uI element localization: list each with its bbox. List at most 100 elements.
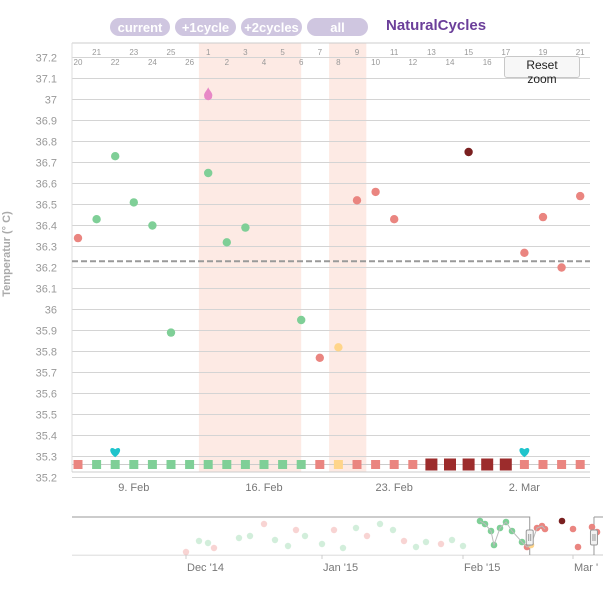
day-number-label: 7 bbox=[318, 48, 323, 57]
x-tick-label: 2. Mar bbox=[509, 482, 541, 494]
day-status-square[interactable] bbox=[92, 460, 102, 469]
temperature-point[interactable] bbox=[315, 353, 324, 362]
all-cycles-button[interactable]: all bbox=[307, 18, 368, 36]
day-number-label: 6 bbox=[299, 58, 304, 67]
day-status-square[interactable] bbox=[296, 460, 306, 469]
navigator-mini-point bbox=[352, 524, 360, 532]
reset-zoom-button[interactable]: Reset zoom bbox=[504, 56, 580, 86]
day-status-square[interactable] bbox=[538, 460, 548, 469]
navigator-mini-line bbox=[479, 520, 546, 548]
navigator-handle-left[interactable] bbox=[525, 529, 534, 546]
day-status-square[interactable] bbox=[557, 460, 567, 469]
y-tick-label: 37.2 bbox=[36, 53, 57, 65]
day-status-square[interactable] bbox=[444, 458, 456, 471]
day-status-square[interactable] bbox=[499, 458, 512, 471]
period-bands bbox=[198, 43, 367, 472]
temperature-point[interactable] bbox=[538, 212, 548, 222]
day-status-square[interactable] bbox=[481, 458, 494, 471]
day-number-label: 14 bbox=[446, 58, 455, 67]
temperature-point[interactable] bbox=[334, 343, 343, 352]
day-number-label: 24 bbox=[148, 58, 157, 67]
drop-icon bbox=[204, 87, 213, 101]
temperature-point[interactable] bbox=[352, 196, 362, 205]
day-status-square[interactable] bbox=[425, 458, 438, 471]
range-navigator: Dec '14 Jan '15 Feb '15 Mar ' bbox=[72, 516, 603, 574]
temperature-point[interactable] bbox=[520, 248, 529, 257]
navigator-mini-point bbox=[204, 539, 212, 547]
temperature-point[interactable] bbox=[166, 328, 176, 337]
intercourse-hearts bbox=[110, 448, 530, 458]
temperature-point[interactable] bbox=[129, 198, 138, 207]
temperature-point[interactable] bbox=[464, 147, 473, 157]
day-status-square[interactable] bbox=[203, 460, 213, 469]
day-status-square[interactable] bbox=[166, 460, 176, 469]
day-number-label: 2 bbox=[225, 58, 230, 67]
day-status-square[interactable] bbox=[147, 460, 157, 469]
day-status-square[interactable] bbox=[333, 460, 343, 469]
temperature-point[interactable] bbox=[371, 187, 380, 197]
brand-title: NaturalCycles bbox=[386, 17, 487, 34]
y-tick-label: 35.2 bbox=[36, 473, 57, 485]
temperature-point[interactable] bbox=[557, 263, 566, 272]
day-number-label: 20 bbox=[74, 58, 83, 67]
day-status-squares bbox=[72, 458, 590, 471]
navigator-date-label: Mar ' bbox=[574, 562, 598, 574]
day-status-square[interactable] bbox=[222, 460, 232, 469]
y-tick-label: 35.7 bbox=[36, 368, 57, 380]
day-number-label: 21 bbox=[92, 48, 101, 57]
day-status-square[interactable] bbox=[389, 460, 399, 469]
day-number-label: 9 bbox=[355, 48, 360, 57]
temperature-point[interactable] bbox=[111, 152, 120, 161]
day-status-square[interactable] bbox=[185, 460, 195, 469]
day-status-square[interactable] bbox=[519, 460, 529, 469]
day-number-label: 12 bbox=[408, 58, 417, 67]
grid-lines bbox=[71, 42, 590, 478]
y-tick-label: 37.1 bbox=[36, 74, 57, 86]
temperature-points bbox=[73, 87, 585, 362]
navigator-mini-point bbox=[284, 542, 292, 550]
day-status-square[interactable] bbox=[575, 460, 585, 469]
current-cycle-button[interactable]: current bbox=[110, 18, 170, 36]
temperature-point[interactable] bbox=[73, 233, 83, 243]
temperature-point[interactable] bbox=[92, 215, 101, 224]
temperature-point[interactable] bbox=[148, 221, 157, 230]
day-status-square[interactable] bbox=[371, 460, 381, 469]
day-status-square[interactable] bbox=[129, 460, 139, 469]
day-number-label: 13 bbox=[427, 48, 436, 57]
day-status-square[interactable] bbox=[73, 460, 83, 469]
day-status-square[interactable] bbox=[240, 460, 250, 469]
day-number-label: 16 bbox=[483, 58, 492, 67]
temperature-point[interactable] bbox=[204, 168, 213, 178]
temperature-point[interactable] bbox=[241, 223, 250, 232]
temperature-point[interactable] bbox=[390, 215, 399, 224]
temperature-point[interactable] bbox=[222, 238, 231, 247]
day-number-label: 8 bbox=[336, 58, 341, 67]
period-band bbox=[198, 43, 302, 472]
day-status-square[interactable] bbox=[110, 460, 120, 469]
temperature-point[interactable] bbox=[297, 315, 306, 325]
navigator-mini-point bbox=[459, 542, 467, 550]
navigator-mini-point bbox=[558, 517, 566, 525]
y-tick-label: 36.6 bbox=[36, 179, 57, 191]
temperature-point[interactable] bbox=[576, 191, 585, 201]
plus-two-cycles-button[interactable]: +2cycles bbox=[241, 18, 302, 36]
heart-icon bbox=[110, 448, 121, 458]
y-tick-label: 37 bbox=[45, 95, 57, 107]
day-status-square[interactable] bbox=[408, 460, 418, 469]
navigator-mini-point bbox=[376, 520, 384, 528]
plus-one-cycle-button[interactable]: +1cycle bbox=[175, 18, 236, 36]
day-status-square[interactable] bbox=[259, 460, 269, 469]
day-status-square[interactable] bbox=[352, 460, 362, 469]
navigator-handle-right[interactable] bbox=[589, 529, 598, 546]
y-tick-label: 35.5 bbox=[36, 410, 57, 422]
navigator-mini-point bbox=[195, 537, 203, 545]
y-tick-label: 36.5 bbox=[36, 200, 57, 212]
day-number-label: 23 bbox=[129, 48, 138, 57]
y-tick-label: 36.2 bbox=[36, 263, 57, 275]
day-status-square[interactable] bbox=[315, 460, 325, 469]
day-number-label: 17 bbox=[501, 48, 510, 57]
navigator-mini-point bbox=[339, 544, 347, 552]
day-status-square[interactable] bbox=[462, 458, 475, 471]
day-status-square[interactable] bbox=[278, 460, 288, 469]
